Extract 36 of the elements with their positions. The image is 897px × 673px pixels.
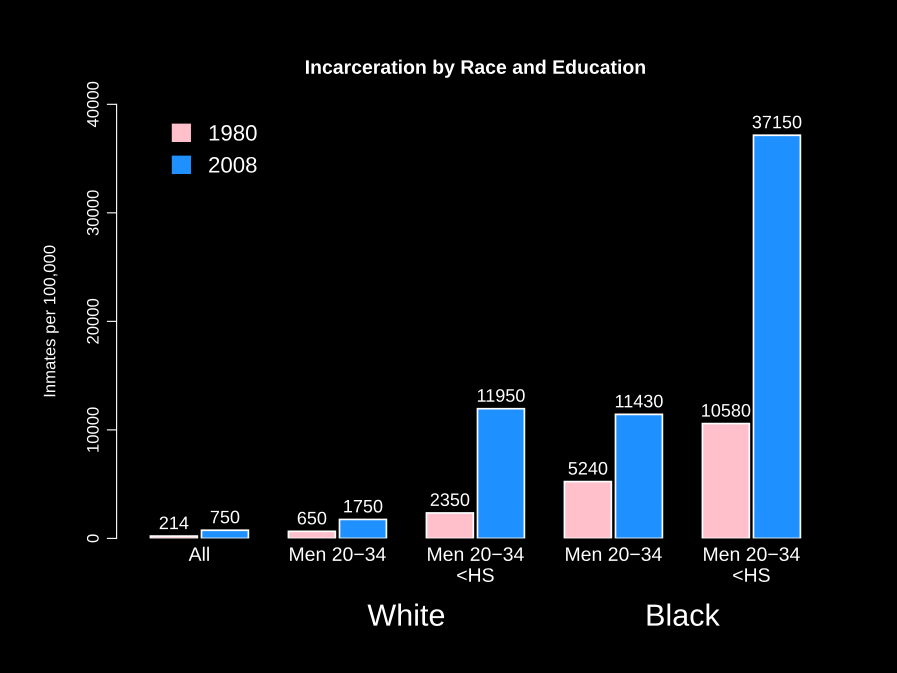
y-axis-title: Inmates per 100,000 [44,246,59,396]
legend-label: 1980 [210,125,257,141]
data-label: 214 [160,516,188,530]
bar [338,518,388,538]
legend-label: 2008 [209,156,257,173]
data-label: 650 [298,512,326,525]
y-tick-label: 0 [86,534,99,542]
chart-title: Incarceration by Race and Education [306,60,645,78]
bar [426,512,474,538]
data-label: 11950 [478,389,525,402]
bar [150,535,198,538]
data-label: 1750 [344,500,382,513]
bar [200,529,250,538]
bar [288,530,336,538]
y-tick-label: 10000 [86,407,99,452]
data-label: 750 [210,510,240,524]
data-label: 11430 [616,394,663,408]
bar [752,134,802,538]
x-tick-label: Men 20−34 <HS [428,547,524,582]
data-label: 37150 [752,116,802,128]
y-tick-label: 20000 [86,298,99,344]
bar [564,480,612,538]
text: Black [648,604,720,626]
data-label: 10580 [702,404,750,417]
y-tick-label: 30000 [86,190,99,236]
x-tick-label: Men 20−34 [290,547,386,562]
bar [614,414,664,538]
data-label: 5240 [568,462,608,475]
bar [476,408,526,538]
bar [702,422,750,538]
data-label: 2350 [430,493,470,506]
y-tick-label: 40000 [86,82,99,128]
x-tick-label: All [188,546,209,561]
x-tick-label: Men 20−34 [566,547,662,562]
x-tick-label: Men 20−34 <HS [704,547,800,582]
text: White [367,604,444,626]
